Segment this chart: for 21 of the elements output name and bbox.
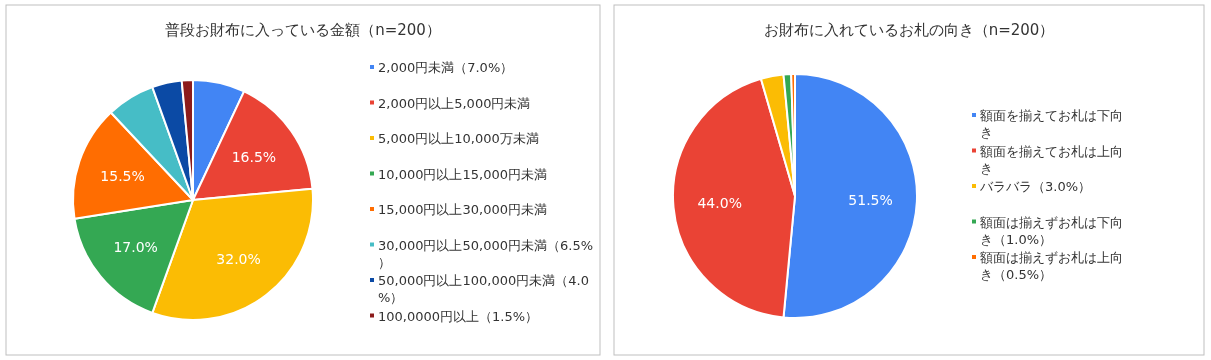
data-label: 44.0%: [697, 195, 742, 212]
legend-label: 15,000円以上30,000円未満: [378, 202, 547, 217]
legend-label: 100,0000円以上（1.5%）: [378, 308, 539, 324]
data-label: 15.5%: [100, 167, 145, 184]
chart-title: お財布に入れているお札の向き（n=200）: [763, 21, 1055, 39]
data-label: 32.0%: [216, 250, 261, 267]
chart-title: 普段お財布に入っている金額（n=200）: [165, 21, 441, 39]
legend-label: バラバラ（3.0%）: [979, 179, 1092, 194]
data-label: 51.5%: [848, 191, 893, 208]
legend-label: 2,000円未満（7.0%）: [378, 60, 514, 75]
legend-label: 額面を揃えてお札は上向き: [980, 143, 1123, 176]
legend-label: 額面を揃えてお札は下向き: [980, 108, 1123, 140]
legend-label: 2,000円以上5,000円未満: [378, 95, 531, 111]
legend-label: 額面は揃えずお札は上向き（0.5%）: [980, 250, 1123, 282]
legend-label: 50,000円以上100,000円未満（4.0%）: [378, 273, 589, 305]
data-label: 16.5%: [231, 149, 277, 166]
data-label: 17.0%: [113, 239, 158, 256]
legend-label: 30,000円以上50,000円未満（6.5%）: [378, 237, 594, 270]
legend-label: 額面は揃えずお札は下向き（1.0%）: [980, 214, 1123, 247]
legend-label: 5,000円以上10,000万未満: [378, 131, 539, 146]
legend-label: 10,000円以上15,000円未満: [378, 166, 547, 182]
